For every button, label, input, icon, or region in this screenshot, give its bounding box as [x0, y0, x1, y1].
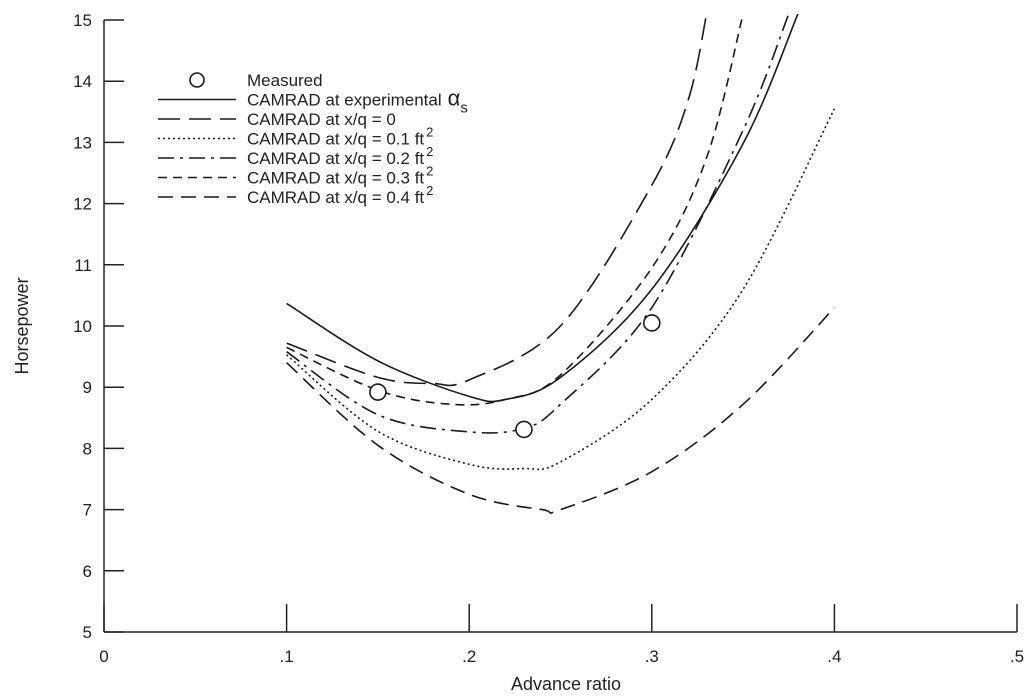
- legend-label-3: CAMRAD at x/q = 0.1 ft 2: [247, 125, 433, 149]
- series-lines: [286, 14, 836, 514]
- y-tick-label: 14: [73, 72, 92, 91]
- legend-label-6: CAMRAD at x/q = 0.4 ft 2: [247, 183, 433, 207]
- legend-measured-marker: [189, 72, 205, 88]
- x-tick-label: .3: [645, 647, 659, 666]
- legend-measured-label: Measured: [247, 71, 323, 90]
- series-line-2: [286, 14, 708, 387]
- measured-point: [369, 383, 387, 401]
- legend-label-5: CAMRAD at x/q = 0.3 ft 2: [247, 164, 433, 188]
- y-tick-label: 5: [83, 623, 92, 642]
- x-tick-label: .5: [1010, 647, 1024, 666]
- x-axis-title: Advance ratio: [511, 674, 621, 694]
- series-line-5: [286, 14, 744, 406]
- measured-point: [515, 420, 533, 439]
- x-tick-label: .1: [280, 647, 294, 666]
- x-tick-label: .4: [827, 647, 841, 666]
- y-tick-label: 8: [83, 439, 92, 458]
- series-line-1: [286, 14, 799, 403]
- y-tick-label: 10: [73, 317, 92, 336]
- y-tick-label: 12: [73, 195, 92, 214]
- legend-label-4: CAMRAD at x/q = 0.2 ft 2: [247, 144, 433, 168]
- y-tick-label: 15: [73, 11, 92, 30]
- measured-point: [642, 314, 661, 332]
- y-tick-label: 11: [74, 256, 92, 275]
- axes: 0 .1 .2 .3 .4 .5 5 6 7 8 9 10 11 12 13 14 15: [73, 11, 1024, 666]
- x-tick-label: 0: [99, 647, 108, 666]
- series-line-4: [286, 14, 790, 434]
- x-tick-label: .2: [462, 647, 476, 666]
- y-axis-title: Horsepower: [12, 277, 32, 374]
- series-line-6: [286, 307, 835, 514]
- legend-label-1: CAMRAD at experimental αs: [247, 86, 468, 117]
- y-tick-label: 9: [83, 378, 92, 397]
- y-tick-label: 7: [83, 501, 92, 520]
- measured-points: [369, 314, 661, 439]
- y-tick-label: 13: [73, 133, 92, 152]
- legend-label-2: CAMRAD at x/q = 0: [247, 110, 396, 129]
- y-tick-label: 6: [83, 562, 92, 581]
